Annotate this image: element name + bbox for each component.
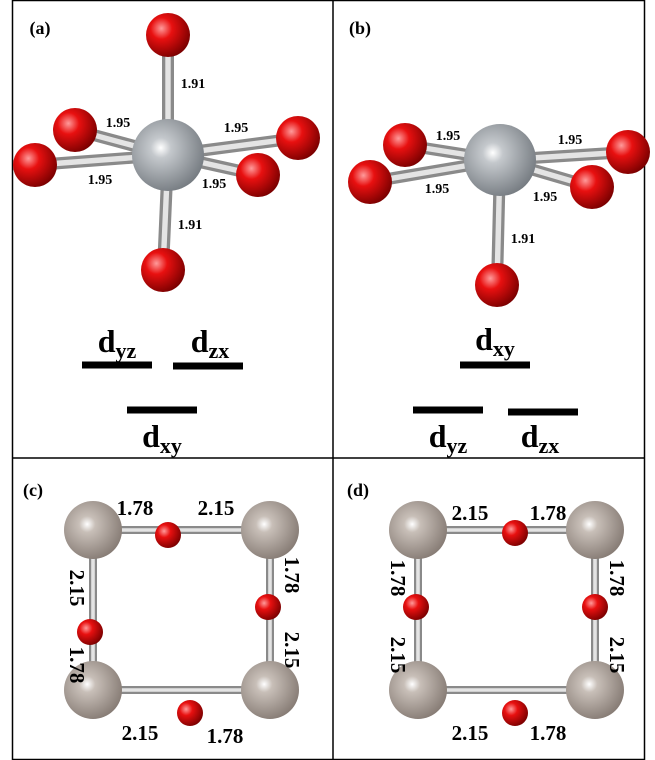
atom bbox=[566, 501, 624, 559]
bond-length: 1.78 bbox=[386, 560, 410, 597]
atom bbox=[475, 263, 519, 307]
orbital-subscript: xy bbox=[160, 433, 182, 458]
bond-length: 1.78 bbox=[530, 721, 567, 745]
atom bbox=[464, 124, 536, 196]
atom bbox=[276, 116, 320, 160]
orbital-symbol: d bbox=[475, 321, 493, 357]
orbital-symbol: d bbox=[142, 418, 160, 454]
bond-length: 1.78 bbox=[280, 557, 304, 594]
bond-length: 1.91 bbox=[178, 218, 203, 233]
bond-length: 2.15 bbox=[605, 637, 629, 674]
orbital-subscript: yz bbox=[447, 433, 468, 458]
atom bbox=[13, 143, 57, 187]
bond-length: 1.91 bbox=[181, 77, 206, 92]
bond-length: 1.95 bbox=[558, 133, 583, 148]
frame bbox=[13, 1, 645, 760]
orbital-label: dxy bbox=[475, 321, 515, 361]
atom bbox=[255, 594, 281, 620]
bond-length: 2.15 bbox=[386, 637, 410, 674]
atom bbox=[64, 501, 122, 559]
orbital-label: dyz bbox=[98, 323, 137, 363]
bond-length: 1.95 bbox=[436, 129, 461, 144]
bond-length: 1.78 bbox=[117, 496, 154, 520]
atom bbox=[348, 160, 392, 204]
bond-length: 1.95 bbox=[106, 116, 131, 131]
figure: (a)1.911.951.951.951.951.91dyzdzxdxy(b)1… bbox=[0, 0, 655, 760]
atom bbox=[570, 165, 614, 209]
bond-length: 1.78 bbox=[530, 501, 567, 525]
panel-label: (d) bbox=[347, 480, 369, 501]
panel-label: (b) bbox=[349, 18, 371, 39]
atom bbox=[502, 700, 528, 726]
bond-length: 1.78 bbox=[65, 647, 89, 684]
bond-length: 2.15 bbox=[452, 501, 489, 525]
orbital-symbol: d bbox=[429, 418, 447, 454]
orbital-label: dzx bbox=[521, 418, 560, 458]
orbital-symbol: d bbox=[521, 418, 539, 454]
orbital-subscript: yz bbox=[116, 338, 137, 363]
atom bbox=[141, 248, 185, 292]
atom bbox=[241, 661, 299, 719]
orbital-label: dxy bbox=[142, 418, 182, 458]
bond-length: 2.15 bbox=[122, 721, 159, 745]
bond-length: 1.95 bbox=[224, 121, 249, 136]
bond-length: 1.95 bbox=[425, 182, 450, 197]
panel-label: (a) bbox=[30, 18, 51, 39]
bond-length: 1.95 bbox=[533, 190, 558, 205]
atom bbox=[606, 130, 650, 174]
orbital-symbol: d bbox=[98, 323, 116, 359]
bond-length: 2.15 bbox=[65, 570, 89, 607]
bond-length: 1.91 bbox=[511, 232, 536, 247]
panel-label: (c) bbox=[23, 480, 43, 501]
bond-length: 1.95 bbox=[202, 177, 227, 192]
atom bbox=[502, 520, 528, 546]
atom bbox=[383, 123, 427, 167]
atom bbox=[241, 501, 299, 559]
bond-length: 2.15 bbox=[280, 632, 304, 669]
atom bbox=[77, 619, 103, 645]
atom bbox=[53, 108, 97, 152]
atom bbox=[582, 594, 608, 620]
atom bbox=[403, 594, 429, 620]
atom bbox=[146, 13, 190, 57]
orbital-symbol: d bbox=[191, 323, 209, 359]
atom bbox=[155, 522, 181, 548]
bond-length: 2.15 bbox=[452, 721, 489, 745]
atom bbox=[177, 700, 203, 726]
orbital-label: dzx bbox=[191, 323, 230, 363]
bond-length: 1.78 bbox=[605, 560, 629, 597]
orbital-subscript: xy bbox=[493, 336, 515, 361]
bond-length: 1.78 bbox=[207, 724, 244, 748]
orbital-subscript: zx bbox=[209, 338, 230, 363]
atom bbox=[389, 501, 447, 559]
orbital-label: dyz bbox=[429, 418, 468, 458]
atom bbox=[132, 119, 204, 191]
atom bbox=[236, 153, 280, 197]
bond-length: 2.15 bbox=[198, 496, 235, 520]
bond-length: 1.95 bbox=[88, 173, 113, 188]
orbital-subscript: zx bbox=[539, 433, 560, 458]
